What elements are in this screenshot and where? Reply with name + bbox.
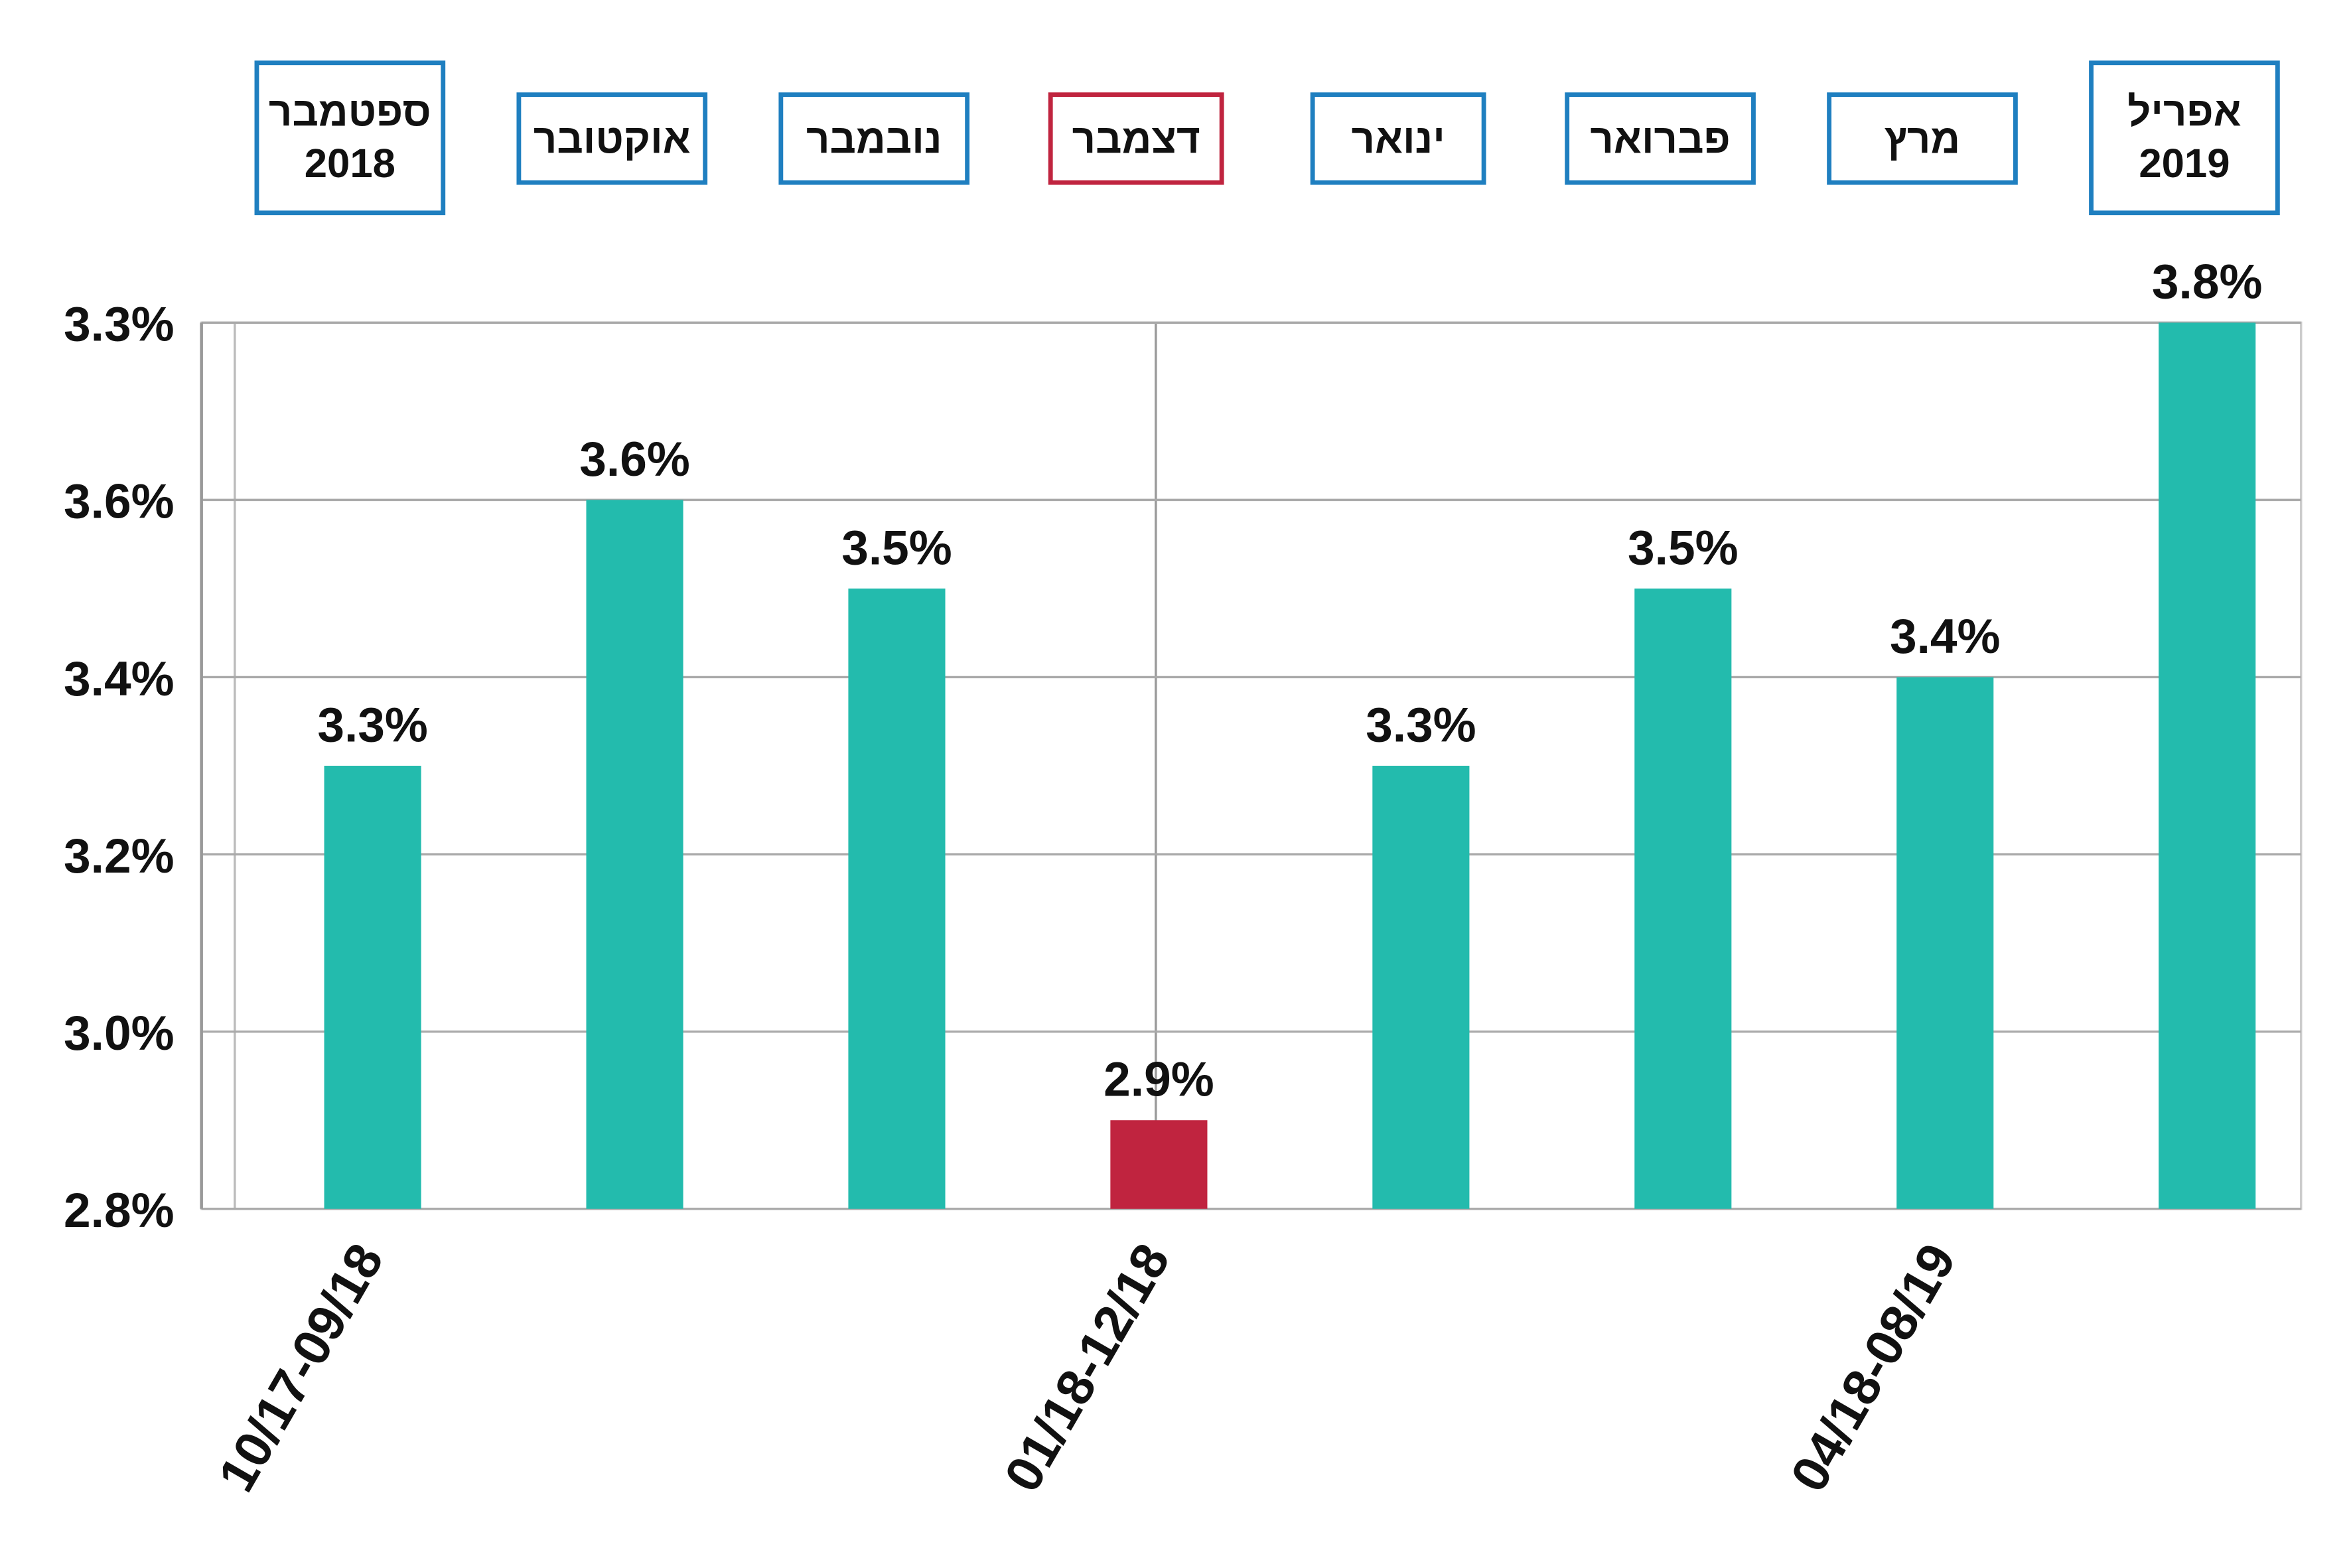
month-box: דצמבר [1048, 92, 1224, 185]
y-tick-label: 3.2% [64, 829, 175, 883]
y-tick-label: 3.4% [64, 652, 175, 706]
bar [324, 766, 421, 1209]
month-box: אפריל 2019 [2089, 60, 2280, 216]
bar [1372, 766, 1470, 1209]
bar [2159, 322, 2256, 1209]
month-box: ינואר [1310, 92, 1486, 185]
period-label: 10/17-09/18 [208, 1234, 395, 1501]
value-label: 3.8% [2152, 255, 2263, 309]
y-tick-label: 3.3% [64, 298, 175, 352]
month-box: ספטמבר 2018 [254, 60, 446, 216]
period-label: 04/18-08/19 [1780, 1234, 1967, 1501]
bar [1634, 588, 1732, 1209]
y-tick-label: 2.8% [64, 1184, 175, 1238]
y-tick-label: 3.6% [64, 475, 175, 529]
value-label: 3.5% [841, 521, 952, 575]
value-label: 3.6% [579, 433, 690, 486]
month-box: נובמבר [778, 92, 970, 185]
value-label: 2.9% [1104, 1053, 1214, 1107]
month-box: אוקטובר [516, 92, 708, 185]
month-box: מרץ [1827, 92, 2018, 185]
value-label: 3.4% [1890, 610, 2001, 664]
bar [848, 588, 946, 1209]
month-box: פברואר [1565, 92, 1756, 185]
value-label: 3.5% [1628, 521, 1739, 575]
value-label: 3.3% [1366, 698, 1476, 752]
bar [1896, 677, 1994, 1209]
value-label: 3.3% [317, 698, 427, 752]
y-tick-label: 3.0% [64, 1007, 175, 1060]
bar [586, 500, 683, 1209]
bar [1110, 1120, 1208, 1209]
period-label: 01/18-12/18 [994, 1234, 1181, 1501]
